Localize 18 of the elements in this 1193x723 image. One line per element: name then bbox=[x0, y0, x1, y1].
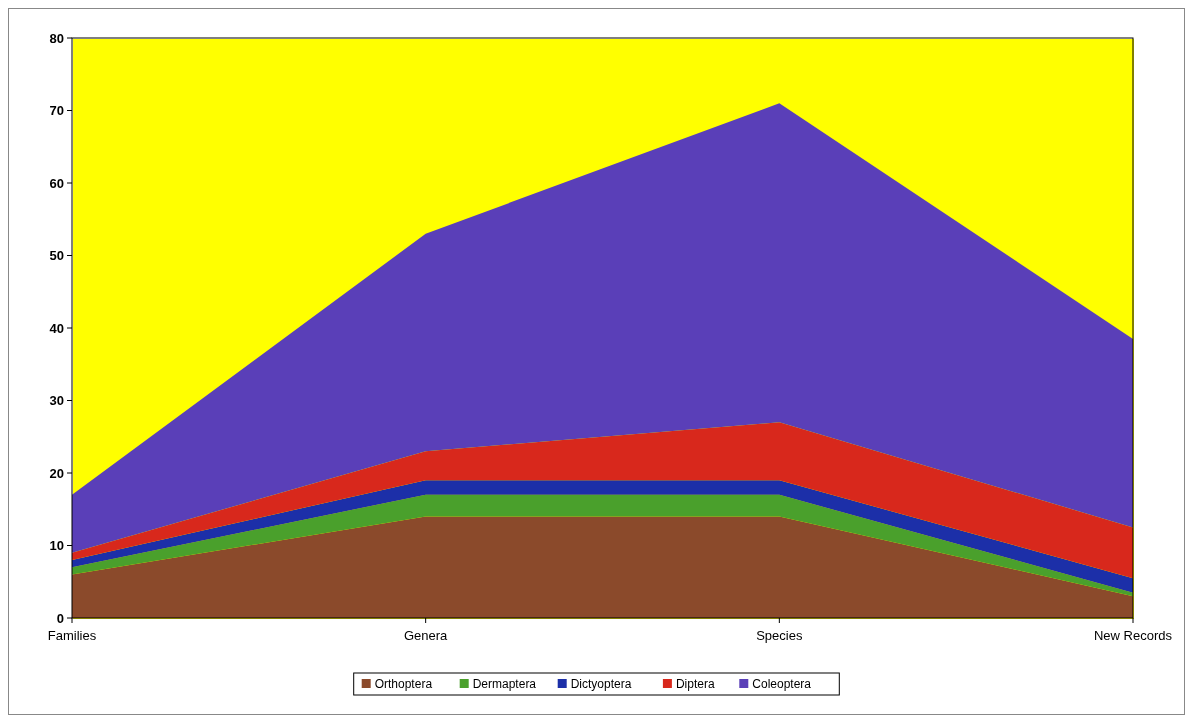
y-tick-label: 70 bbox=[49, 103, 64, 119]
x-tick-label: Species bbox=[756, 628, 803, 643]
y-tick-label: 10 bbox=[49, 538, 64, 554]
legend-label: Orthoptera bbox=[374, 677, 433, 692]
x-tick-label: Families bbox=[47, 628, 97, 643]
legend-label: Dictyoptera bbox=[570, 677, 632, 692]
x-tick-label: New Records bbox=[1093, 628, 1173, 643]
y-tick-label: 20 bbox=[49, 465, 64, 481]
y-tick-label: 60 bbox=[49, 175, 64, 191]
legend-label: Dermaptera bbox=[472, 677, 537, 692]
legend-label: Diptera bbox=[675, 677, 715, 692]
y-tick-label: 0 bbox=[56, 610, 64, 626]
y-tick-label: 30 bbox=[49, 393, 64, 409]
y-tick-label: 40 bbox=[49, 320, 64, 336]
legend-label: Coleoptera bbox=[752, 677, 812, 692]
y-tick-label: 50 bbox=[49, 248, 64, 264]
x-tick-label: Genera bbox=[403, 628, 449, 643]
y-tick-label: 80 bbox=[49, 30, 64, 46]
